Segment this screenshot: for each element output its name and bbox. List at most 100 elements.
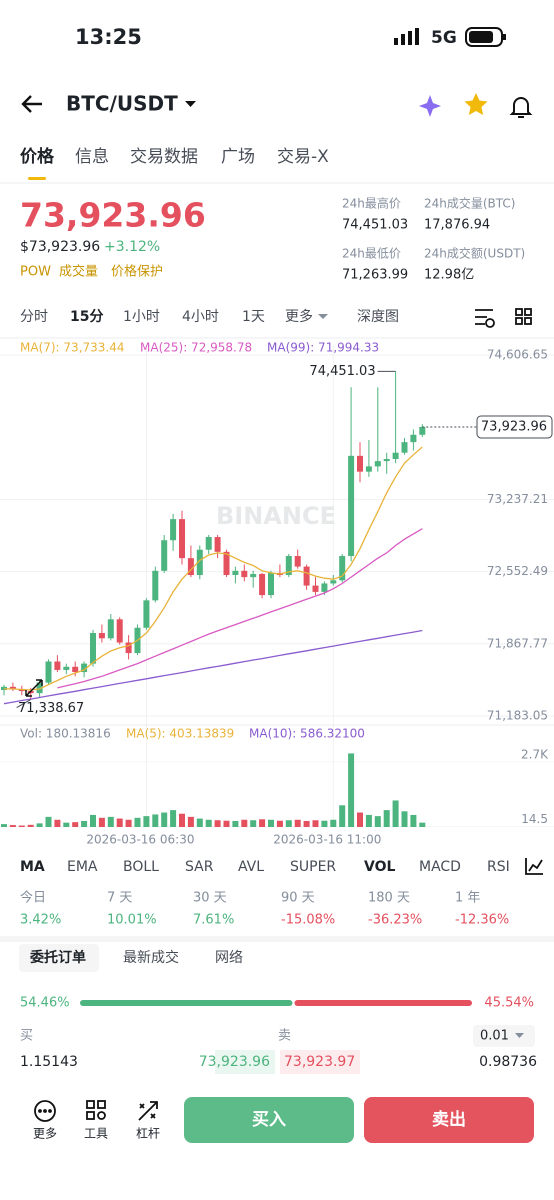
x-tick-label: 2026-03-16 06:30 [86,833,194,847]
expand-icon[interactable] [25,679,43,697]
pair-caret[interactable] [185,101,196,107]
candle-body [214,537,221,552]
legend-entry: MA(99): 71,994.33 [267,341,379,355]
volume-bar [419,822,426,827]
indicator-tab[interactable]: MA [20,859,45,875]
candle-body [357,455,363,472]
candle-body [152,570,159,601]
precision[interactable]: 0.01 [480,1029,509,1044]
volume-bar [54,819,61,827]
ma-line [4,446,423,691]
candle-body [410,434,417,443]
sell-button[interactable] [364,1097,534,1143]
interval[interactable]: 1天 [242,309,265,325]
tag[interactable]: 成交量 [59,264,98,280]
alert-icon[interactable] [509,97,533,118]
more-icon[interactable] [34,1100,56,1122]
volume-bar [365,814,372,827]
volume-bar [170,810,177,827]
indicator-tab[interactable]: SAR [185,859,214,875]
indicator-tab[interactable]: VOL [364,859,395,875]
interval[interactable]: 深度图 [357,309,399,325]
perf-value: -15.08% [281,913,335,928]
order-tab[interactable]: 最新成交 [123,949,179,966]
buy-label[interactable]: 买入 [252,1110,286,1130]
tab[interactable]: 交易-X [277,147,329,167]
interval[interactable]: 15分 [70,309,103,325]
buy-button[interactable] [184,1097,354,1143]
tab-active-bg [19,944,99,972]
bottom-item[interactable]: 更多 [33,1127,57,1141]
chart-settings-icon[interactable] [475,309,495,328]
divider [0,936,554,942]
volume-bar [152,814,159,827]
indicator-tab[interactable]: BOLL [123,859,159,875]
candle-body [294,556,301,567]
volume-bar [27,824,34,827]
bottom-item[interactable]: 杠杆 [136,1126,160,1141]
indicator-tab[interactable]: AVL [238,859,264,875]
layout-icon[interactable] [515,308,532,325]
volume-legend: MA(5): 403.13839 [126,727,234,741]
ask-qty: 0.98736 [479,1054,537,1070]
bottom-item[interactable]: 工具 [84,1127,108,1141]
volume-bar [276,820,283,827]
signal-icon [394,28,419,45]
stat-value: 17,876.94 [424,218,490,233]
favorite-icon[interactable] [464,93,488,115]
order-tab[interactable]: 委托订单 [29,949,86,966]
volume-bar [268,819,274,827]
time: 13:25 [75,25,142,49]
indicator-tab[interactable]: RSI [487,859,510,875]
indicator-tab[interactable]: MACD [419,859,461,875]
perf-label: 1 年 [455,891,480,906]
tab[interactable]: 信息 [75,147,109,167]
candle-body [348,455,355,557]
candle-body [285,556,292,576]
volume-bar [196,818,203,827]
tag[interactable]: 价格保护 [111,264,163,280]
interval[interactable]: 分时 [20,309,48,325]
tab[interactable]: 广场 [221,147,255,167]
candle-body [116,619,123,643]
candle-body [312,585,319,592]
volume-bar [1,824,7,827]
indicator-tab[interactable]: EMA [67,859,98,875]
volume-tick-label: 14.5 [521,812,548,826]
ma-line [3,629,423,705]
indicator-settings[interactable] [525,858,543,875]
tab[interactable]: 价格 [20,146,55,167]
candle-body [223,551,230,576]
volume-bar [250,820,257,827]
candle-body [36,682,43,694]
high-label: 74,451.03 [309,364,375,379]
indicator-tab[interactable]: SUPER [290,859,336,875]
volume-bar [36,823,43,827]
bid-qty: 1.15143 [20,1054,78,1070]
pair-title[interactable]: BTC/USDT [66,92,178,116]
candle-body [179,519,185,559]
ma-line [57,528,423,689]
volume-bar [303,820,310,827]
order-tab[interactable]: 网络 [215,950,243,966]
low-label: 71,338.67 [18,701,84,716]
volume-label: Vol: 180.13816 [20,727,111,741]
low-marker [16,699,31,709]
ai-icon[interactable] [419,95,441,117]
candle-body [250,573,257,578]
y-tick-label: 72,552.49 [487,564,548,578]
interval[interactable]: 4小时 [182,309,219,325]
sell-label[interactable]: 卖出 [432,1109,466,1130]
tag[interactable]: POW [20,265,51,280]
stat-label: 24h成交量(BTC) [424,196,515,211]
volume-bar [374,816,381,827]
interval[interactable]: 1小时 [123,309,160,325]
back-button[interactable] [21,95,42,113]
tab[interactable]: 交易数据 [130,147,198,167]
interval[interactable]: 更多 [285,308,313,325]
volume-bar [285,820,292,827]
tools-icon[interactable] [86,1100,106,1120]
leverage-icon[interactable] [138,1101,158,1121]
candle-body [241,570,248,578]
precision-select[interactable] [473,1025,535,1047]
